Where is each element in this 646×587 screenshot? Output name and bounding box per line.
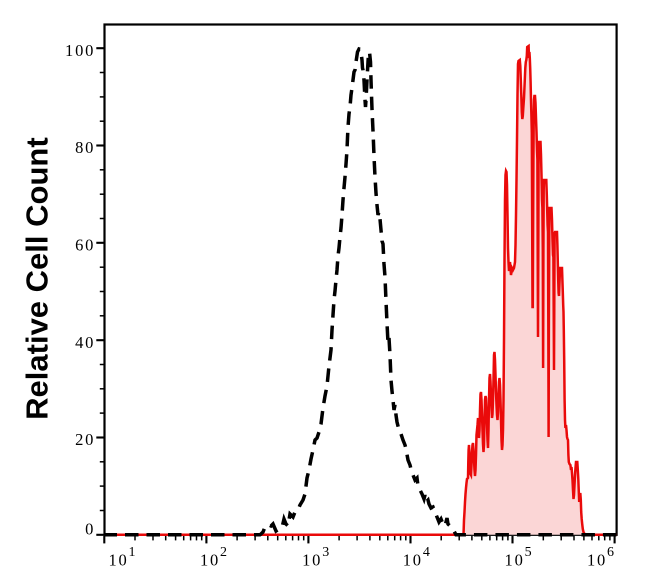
- svg-text:Relative Cell Count: Relative Cell Count: [19, 137, 54, 420]
- svg-text:100: 100: [65, 41, 95, 60]
- svg-text:60: 60: [75, 235, 95, 254]
- svg-text:0: 0: [85, 520, 95, 539]
- svg-text:40: 40: [75, 333, 95, 352]
- svg-text:80: 80: [75, 138, 95, 157]
- svg-text:20: 20: [75, 430, 95, 449]
